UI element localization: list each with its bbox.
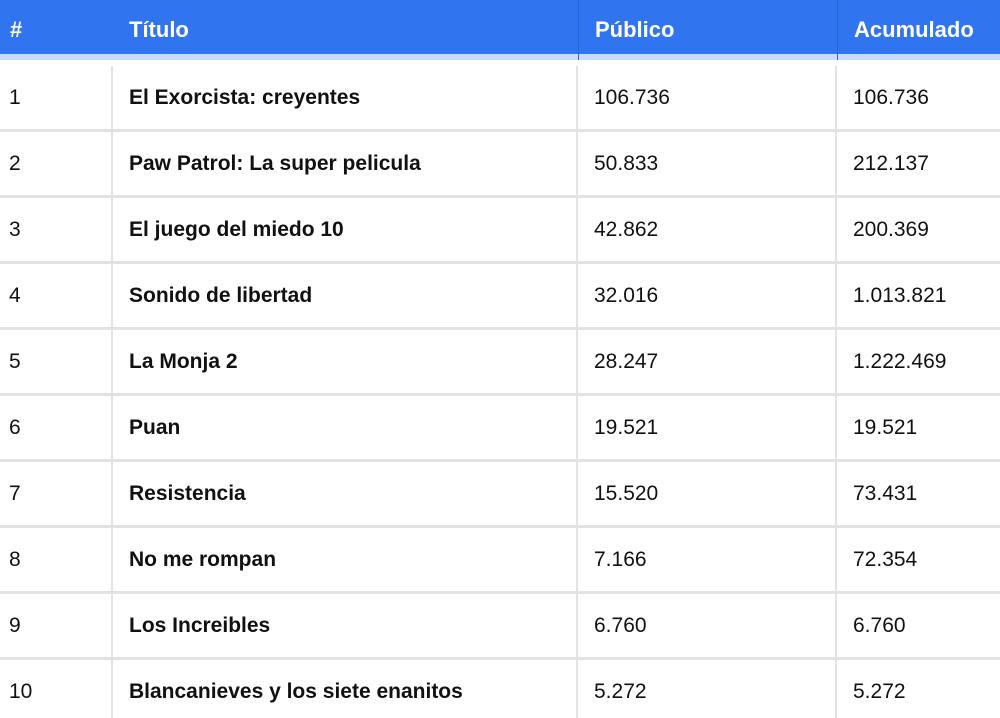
title-cell: El juego del miedo 10 [113,198,578,261]
rank-cell: 4 [0,264,113,327]
publico-cell: 106.736 [578,66,837,129]
acumulado-cell: 106.736 [853,86,929,109]
acumulado-cell: 72.354 [853,548,918,571]
acumulado-cell: 73.431 [853,482,918,505]
acumulado-cell: 19.521 [853,416,918,439]
acumulado-cell: 1.013.821 [853,284,947,307]
rank-cell: 9 [0,594,113,657]
title-cell: Resistencia [113,462,578,525]
publico-cell: 7.166 [578,528,837,591]
table-header: # Título Público Acumulado [0,0,1000,60]
title-cell: Puan [113,396,578,459]
header-publico[interactable]: Público [578,0,837,60]
table-row[interactable]: 2 Paw Patrol: La super pelicula 50.833 2… [0,132,1000,198]
acumulado-cell: 6.760 [853,614,906,637]
header-title[interactable]: Título [129,17,189,42]
title-cell: El Exorcista: creyentes [113,66,578,129]
rank-cell: 7 [0,462,113,525]
rank-cell: 5 [0,330,113,393]
publico-cell: 6.760 [578,594,837,657]
table-row[interactable]: 9 Los Increibles 6.760 6.760 [0,594,1000,660]
publico-cell: 32.016 [578,264,837,327]
rank-cell: 1 [0,66,113,129]
table-row[interactable]: 3 El juego del miedo 10 42.862 200.369 [0,198,1000,264]
publico-cell: 50.833 [578,132,837,195]
acumulado-cell: 212.137 [853,152,929,175]
rank-cell: 2 [0,132,113,195]
table-row[interactable]: 1 El Exorcista: creyentes 106.736 106.73… [0,66,1000,132]
table-row[interactable]: 6 Puan 19.521 19.521 [0,396,1000,462]
title-cell: Blancanieves y los siete enanitos [113,660,578,718]
acumulado-cell: 5.272 [853,680,906,703]
publico-cell: 19.521 [578,396,837,459]
table-row[interactable]: 7 Resistencia 15.520 73.431 [0,462,1000,528]
publico-cell: 42.862 [578,198,837,261]
table-row[interactable]: 8 No me rompan 7.166 72.354 [0,528,1000,594]
title-cell: Los Increibles [113,594,578,657]
table-body: 1 El Exorcista: creyentes 106.736 106.73… [0,66,1000,718]
title-cell: Paw Patrol: La super pelicula [113,132,578,195]
rank-cell: 8 [0,528,113,591]
table-row[interactable]: 10 Blancanieves y los siete enanitos 5.2… [0,660,1000,718]
table-row[interactable]: 4 Sonido de libertad 32.016 1.013.821 [0,264,1000,330]
title-cell: No me rompan [113,528,578,591]
header-rank[interactable]: # [10,17,23,42]
rank-cell: 10 [0,660,113,718]
rank-cell: 6 [0,396,113,459]
publico-cell: 15.520 [578,462,837,525]
title-cell: La Monja 2 [113,330,578,393]
acumulado-cell: 200.369 [853,218,929,241]
publico-cell: 5.272 [578,660,837,718]
table-row[interactable]: 5 La Monja 2 28.247 1.222.469 [0,330,1000,396]
header-acumulado[interactable]: Acumulado [837,0,1000,60]
title-cell: Sonido de libertad [113,264,578,327]
rank-cell: 3 [0,198,113,261]
publico-cell: 28.247 [578,330,837,393]
acumulado-cell: 1.222.469 [853,350,947,373]
